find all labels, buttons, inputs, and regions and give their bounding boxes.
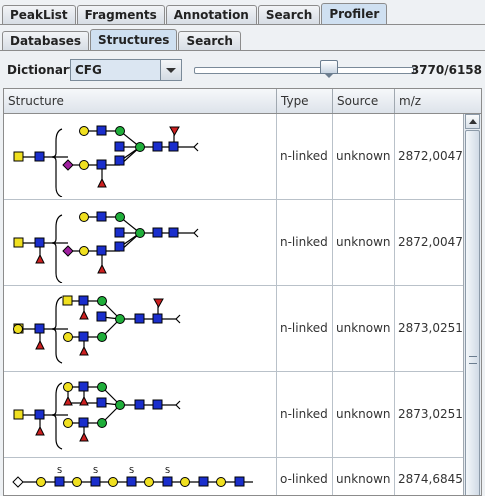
vertical-scrollbar[interactable]: [463, 114, 481, 495]
mz-value: 2873,0251: [398, 321, 463, 335]
dictionary-select[interactable]: CFG: [70, 59, 182, 81]
source-value: unknown: [336, 407, 391, 421]
source-value: unknown: [336, 149, 391, 163]
scroll-up-icon[interactable]: [465, 114, 480, 129]
glycan-structure-1: [13, 125, 199, 197]
type-value: n-linked: [280, 149, 328, 163]
source-cell: unknown: [333, 458, 395, 495]
top-tab-divider: [0, 24, 485, 25]
source-cell: unknown: [333, 200, 395, 285]
mz-cell: 2873,0251: [395, 286, 464, 371]
glycan-structure-4: [13, 381, 181, 450]
mz-cell: 2872,0047: [395, 200, 464, 285]
structures-table: Structure Type Source m/z: [3, 88, 482, 496]
sulfate-label: S: [165, 466, 170, 475]
structure-slider-thumb[interactable]: [320, 60, 338, 78]
column-header-mz[interactable]: m/z: [399, 94, 422, 108]
source-cell: unknown: [333, 114, 395, 199]
grip-icon: [469, 356, 477, 364]
sulfate-label: S: [93, 466, 98, 475]
table-body: n-linked unknown 2872,0047: [4, 114, 464, 495]
tab-profiler[interactable]: Profiler: [321, 3, 388, 24]
sulfate-label: S: [129, 466, 134, 475]
source-value: unknown: [336, 235, 391, 249]
type-cell: n-linked: [277, 114, 333, 199]
table-row[interactable]: n-linked unknown 2872,0047: [4, 114, 464, 200]
dictionary-value: CFG: [75, 63, 102, 77]
structure-count: 3770/6158: [410, 63, 482, 77]
chevron-down-icon[interactable]: [160, 60, 181, 80]
structure-cell: [4, 286, 277, 371]
source-value: unknown: [336, 472, 391, 486]
column-header-source[interactable]: Source: [333, 89, 395, 113]
tab-fragments[interactable]: Fragments: [76, 5, 165, 24]
type-cell: n-linked: [277, 372, 333, 457]
type-value: n-linked: [280, 407, 328, 421]
mz-value: 2872,0047: [398, 149, 463, 163]
tab-structures[interactable]: Structures: [90, 29, 178, 50]
source-cell: unknown: [333, 286, 395, 371]
type-cell: o-linked: [277, 458, 333, 495]
tab-peaklist[interactable]: PeakList: [2, 5, 76, 24]
mz-value: 2872,0047: [398, 235, 463, 249]
top-tab-bar: PeakList Fragments Annotation Search Pro…: [2, 2, 388, 24]
scrollbar-thumb[interactable]: [465, 130, 480, 495]
tab-search[interactable]: Search: [257, 5, 321, 24]
column-header-structure[interactable]: Structure: [4, 89, 277, 113]
structure-cell: [4, 200, 277, 285]
tab-annotation[interactable]: Annotation: [165, 5, 257, 24]
structure-cell: [4, 372, 277, 457]
table-header: Structure Type Source m/z: [4, 89, 481, 114]
source-cell: unknown: [333, 372, 395, 457]
table-row[interactable]: n-linked unknown 2873,0251: [4, 286, 464, 372]
sub-tab-divider: [0, 50, 485, 51]
table-row[interactable]: S S S S o-linked unknown 2: [4, 458, 464, 495]
glycan-structure-3: [13, 295, 181, 364]
glycan-structure-5: S S S S: [12, 466, 253, 488]
sulfate-label: S: [57, 466, 62, 475]
tab-sub-search[interactable]: Search: [178, 31, 241, 50]
structure-slider-track[interactable]: [194, 67, 414, 74]
mz-cell: 2874,6845: [395, 458, 464, 495]
structure-cell: S S S S: [4, 458, 277, 495]
tab-databases[interactable]: Databases: [2, 31, 90, 50]
table-row[interactable]: n-linked unknown 2873,0251: [4, 372, 464, 458]
type-value: n-linked: [280, 235, 328, 249]
source-value: unknown: [336, 321, 391, 335]
mz-value: 2873,0251: [398, 407, 463, 421]
type-cell: n-linked: [277, 200, 333, 285]
type-cell: n-linked: [277, 286, 333, 371]
table-row[interactable]: n-linked unknown 2872,0047: [4, 200, 464, 286]
mz-cell: 2873,0251: [395, 372, 464, 457]
glycan-structure-2: [13, 211, 199, 283]
mz-value: 2874,6845: [398, 472, 463, 486]
mz-cell: 2872,0047: [395, 114, 464, 199]
type-value: o-linked: [280, 472, 328, 486]
toolbar: Dictionary CFG 3770/6158: [2, 58, 482, 84]
dictionary-label: Dictionary: [7, 63, 77, 77]
column-header-type[interactable]: Type: [277, 89, 333, 113]
structure-cell: [4, 114, 277, 199]
sub-tab-bar: Databases Structures Search: [2, 28, 242, 50]
type-value: n-linked: [280, 321, 328, 335]
